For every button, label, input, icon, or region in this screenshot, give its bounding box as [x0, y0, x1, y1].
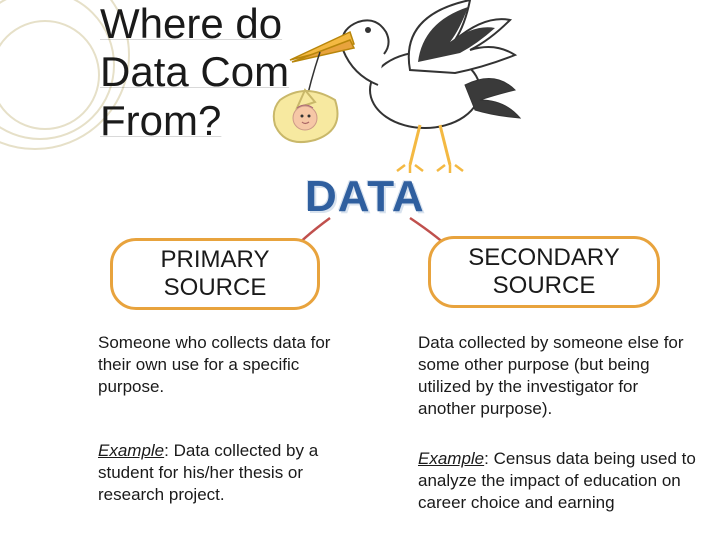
- secondary-description: Data collected by someone else for some …: [418, 332, 698, 420]
- node-label: SOURCE: [493, 272, 596, 299]
- primary-description: Someone who collects data for their own …: [98, 332, 348, 398]
- secondary-source-node: SECONDARY SOURCE: [428, 236, 660, 308]
- example-label: Example: [418, 449, 484, 468]
- example-label: Example: [98, 441, 164, 460]
- node-label: SOURCE: [164, 274, 267, 301]
- primary-source-node: PRIMARY SOURCE: [110, 238, 320, 310]
- node-label: SECONDARY: [468, 244, 620, 271]
- data-heading: DATA: [305, 172, 425, 222]
- title-line: From?: [100, 97, 221, 144]
- primary-example: Example: Data collected by a student for…: [98, 440, 348, 506]
- stork-illustration: [250, 0, 530, 180]
- secondary-example: Example: Census data being used to analy…: [418, 448, 698, 514]
- node-label: PRIMARY: [161, 246, 270, 273]
